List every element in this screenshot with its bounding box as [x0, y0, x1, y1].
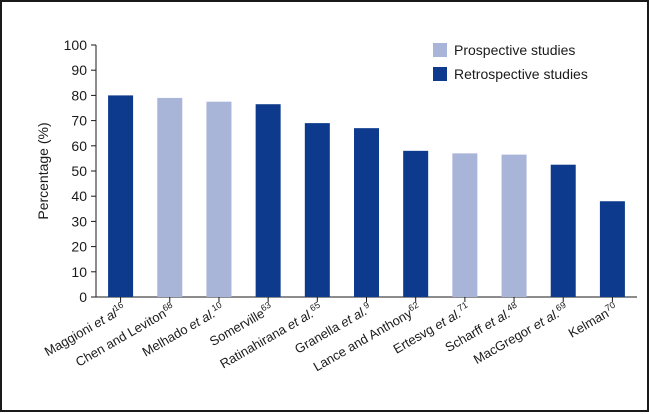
y-tick-label: 90 — [71, 62, 87, 78]
bar — [550, 164, 576, 297]
y-tick-label: 10 — [71, 264, 87, 280]
bar — [255, 104, 281, 297]
bar — [599, 201, 625, 297]
legend-label-retrospective: Retrospective studies — [454, 66, 588, 82]
y-tick-label: 40 — [71, 188, 87, 204]
legend-item-prospective: Prospective studies — [433, 38, 588, 62]
y-tick-label: 70 — [71, 113, 87, 129]
bar — [403, 150, 429, 297]
legend-swatch-prospective — [433, 43, 447, 57]
legend-item-retrospective: Retrospective studies — [433, 62, 588, 86]
bar — [452, 153, 478, 297]
bar — [304, 123, 330, 298]
y-tick-label: 0 — [79, 289, 87, 305]
y-axis-label: Percentage (%) — [35, 122, 51, 219]
legend: Prospective studies Retrospective studie… — [433, 38, 588, 86]
y-tick-label: 60 — [71, 138, 87, 154]
legend-swatch-retrospective — [433, 67, 447, 81]
bar — [206, 101, 232, 297]
bar — [157, 97, 183, 297]
bar — [354, 128, 379, 297]
x-tick-label: Kelman70 — [565, 300, 620, 341]
y-tick-label: 100 — [64, 37, 88, 53]
bar — [501, 154, 527, 297]
y-tick-label: 80 — [71, 87, 87, 103]
x-tick-label: Melhado et al.10 — [139, 300, 226, 360]
y-tick-label: 30 — [71, 213, 87, 229]
y-tick-label: 20 — [71, 239, 87, 255]
legend-label-prospective: Prospective studies — [454, 42, 576, 58]
bar — [108, 95, 134, 298]
y-tick-label: 50 — [71, 163, 87, 179]
